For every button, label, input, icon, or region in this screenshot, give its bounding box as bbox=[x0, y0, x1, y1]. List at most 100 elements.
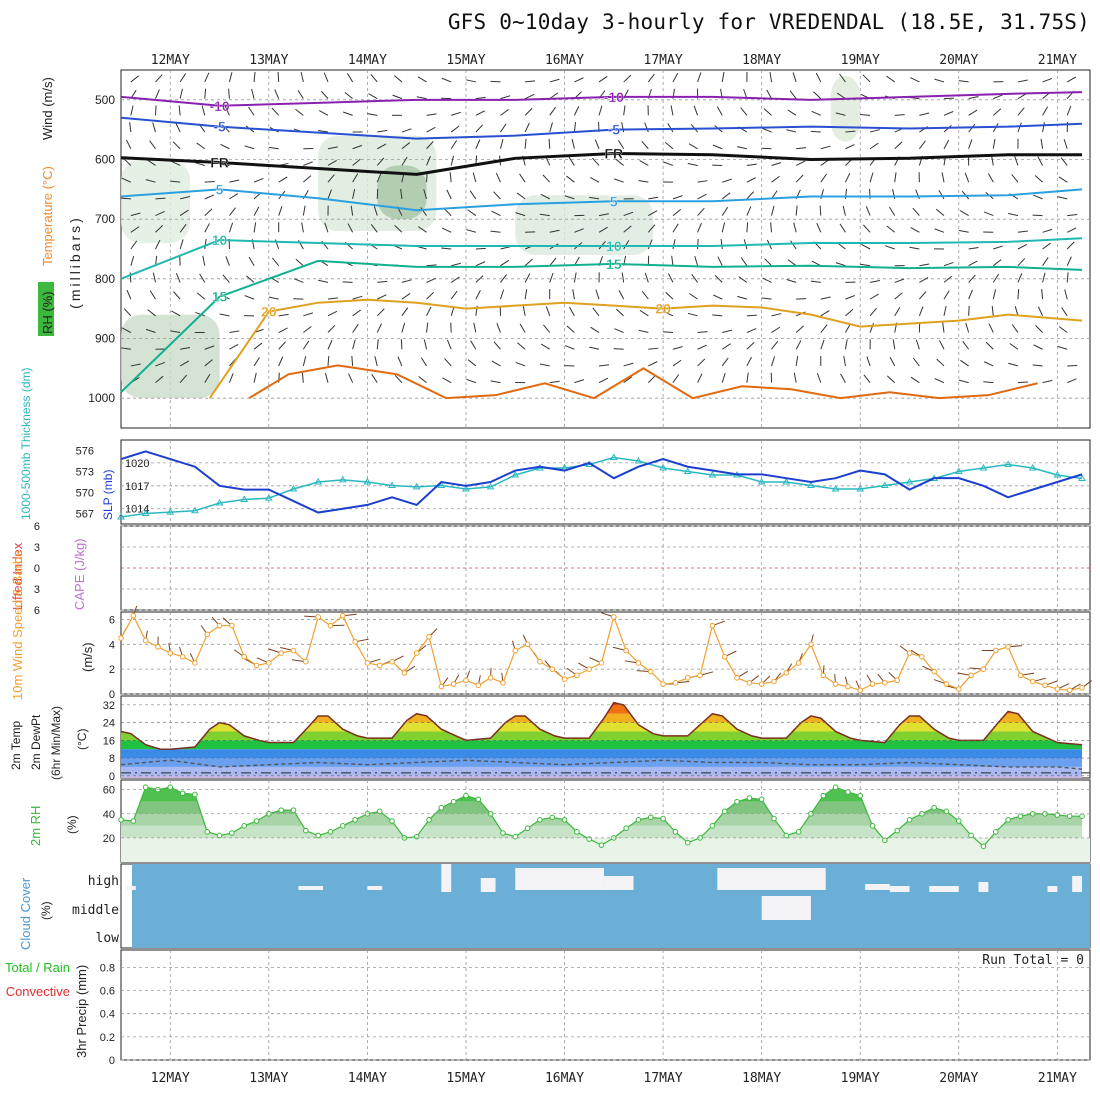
rh-shading bbox=[121, 159, 190, 244]
wind-barb bbox=[992, 259, 1002, 267]
wind-barb bbox=[475, 139, 481, 149]
wind-barb bbox=[795, 160, 806, 166]
wind-barb bbox=[786, 129, 797, 133]
wind10-point bbox=[635, 660, 642, 666]
wind10-point bbox=[869, 681, 876, 687]
wind-barb bbox=[401, 322, 406, 333]
wind-barb bbox=[712, 314, 723, 317]
x-tick-label-bottom: 17MAY bbox=[644, 1071, 683, 1086]
rh-point bbox=[721, 808, 728, 815]
wind-barb bbox=[943, 305, 947, 316]
wind-barb bbox=[598, 364, 610, 367]
wind-barb bbox=[394, 374, 403, 383]
thickness-point bbox=[240, 495, 249, 502]
wind-barb bbox=[120, 347, 131, 350]
cloud-level-label: middle bbox=[72, 903, 119, 918]
rh-point bbox=[339, 823, 346, 829]
rh-unit-label: (%) bbox=[65, 815, 79, 834]
slp-line bbox=[120, 450, 1083, 514]
wind-barb bbox=[327, 339, 333, 350]
wind-barb bbox=[892, 339, 896, 350]
wind-barb bbox=[869, 322, 875, 333]
wind-barb bbox=[842, 205, 846, 216]
wind10-point bbox=[931, 668, 937, 675]
wind-barb bbox=[819, 205, 822, 216]
contour-label: 20 bbox=[655, 301, 671, 317]
wind-barb bbox=[598, 226, 608, 233]
wind-barb bbox=[352, 173, 359, 183]
cloud-clear-patch bbox=[978, 882, 989, 892]
wind-barb bbox=[376, 323, 382, 333]
temp-tick-label: 8 bbox=[109, 753, 115, 765]
wind-barb bbox=[722, 329, 733, 334]
wind-barb bbox=[121, 327, 132, 333]
wind-barb bbox=[1067, 364, 1078, 367]
wind-barb bbox=[958, 80, 969, 83]
wind10-point bbox=[611, 614, 617, 620]
wind-barb bbox=[500, 274, 508, 283]
wind-barb bbox=[303, 312, 314, 317]
precip-tick-label: 0.6 bbox=[100, 986, 115, 998]
wind-barb bbox=[889, 356, 896, 367]
cloud-clear-patch bbox=[865, 884, 890, 890]
rh-bands bbox=[121, 787, 1082, 862]
wind-barb bbox=[1066, 76, 1077, 83]
thickness-point bbox=[388, 481, 396, 488]
wind-barb bbox=[121, 177, 132, 183]
wind-barb bbox=[592, 307, 600, 317]
wind10-point bbox=[758, 681, 765, 687]
temp-tick-label: 0 bbox=[109, 771, 115, 783]
wind10-point bbox=[721, 653, 728, 660]
wind-barb bbox=[392, 94, 403, 100]
wind10-point bbox=[684, 675, 691, 681]
legend-convective: Convective bbox=[6, 984, 70, 999]
wind10-point bbox=[278, 650, 284, 656]
wind-barb bbox=[936, 358, 945, 367]
wind-barb bbox=[960, 359, 969, 367]
wind-barb bbox=[248, 106, 255, 116]
wind-barb bbox=[1042, 379, 1053, 384]
rh-point bbox=[1005, 816, 1011, 823]
wind-barb bbox=[943, 111, 954, 116]
cloud-clear-patch bbox=[717, 868, 826, 890]
wind-barb bbox=[524, 273, 531, 283]
wind-barb bbox=[465, 79, 476, 83]
thickness-point bbox=[880, 481, 889, 488]
wind-barb bbox=[771, 162, 782, 166]
temp-tick-label: 32 bbox=[103, 700, 115, 712]
legend-2m-temp: 2m Temp bbox=[9, 721, 23, 770]
wind-barb bbox=[229, 343, 239, 350]
thickness-tick-label: 567 bbox=[76, 509, 94, 521]
cloud-clear-patch bbox=[929, 886, 959, 892]
cloud-clear-patch bbox=[761, 896, 811, 920]
thickness-point bbox=[338, 475, 347, 483]
wind-barb bbox=[374, 356, 378, 367]
cape-tick-label: 0 bbox=[34, 563, 40, 575]
pressure-tick-label: 1000 bbox=[88, 391, 115, 405]
wind-barb bbox=[689, 293, 698, 300]
wind-barb bbox=[697, 193, 707, 200]
wind10-point bbox=[586, 666, 592, 672]
thickness-point bbox=[141, 509, 150, 516]
wind-barb bbox=[621, 272, 625, 283]
wind-barb bbox=[1017, 230, 1028, 233]
wind-barb bbox=[717, 256, 723, 266]
wind-barb bbox=[644, 272, 649, 283]
thickness-line bbox=[120, 456, 1083, 518]
legend-wind10: 10m Wind Speed & Barbs bbox=[10, 550, 25, 700]
wind-barb bbox=[401, 142, 411, 150]
wind-barb bbox=[762, 277, 772, 283]
wind-barb bbox=[451, 111, 461, 116]
wind-barb bbox=[549, 122, 553, 133]
wind10-point bbox=[241, 653, 248, 660]
wind10-unit-label: (m/s) bbox=[80, 642, 95, 672]
wind-barb bbox=[983, 381, 994, 384]
run-total-annotation: Run Total = 0 bbox=[982, 953, 1084, 968]
wind-barb bbox=[394, 225, 403, 233]
temp-color-bands bbox=[121, 702, 1082, 778]
wind-barb bbox=[687, 312, 698, 317]
wind-barb bbox=[1042, 257, 1049, 266]
rh-point bbox=[253, 818, 260, 824]
wind-barb bbox=[647, 375, 656, 384]
wind-barb bbox=[835, 262, 846, 267]
